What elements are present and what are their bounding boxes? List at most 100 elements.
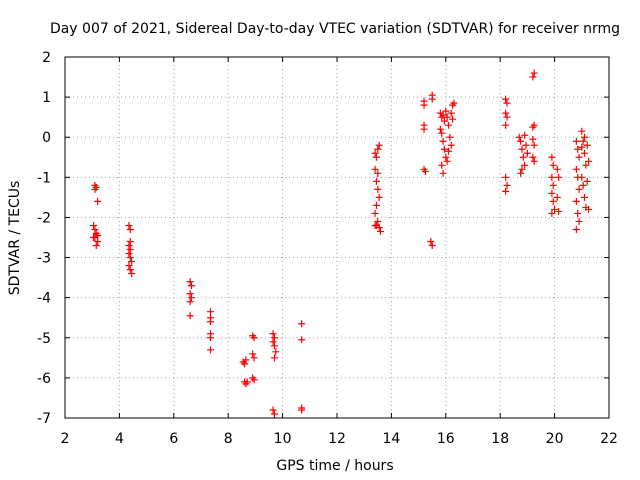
data-point [445, 121, 453, 129]
data-point [549, 161, 557, 169]
data-point [521, 161, 529, 169]
data-point [92, 242, 100, 250]
data-point [270, 342, 278, 350]
data-point [443, 157, 451, 165]
data-point [502, 173, 510, 181]
data-point [572, 137, 580, 145]
data-point [125, 221, 133, 229]
y-tick-label: 2 [42, 50, 51, 66]
data-point [502, 121, 510, 129]
data-point [523, 149, 531, 157]
data-point [94, 197, 102, 205]
data-point [530, 157, 538, 165]
data-point [90, 234, 98, 241]
data-point [572, 225, 580, 233]
data-point [518, 145, 526, 153]
data-point [529, 153, 537, 161]
data-point [445, 147, 453, 155]
chart-title: Day 007 of 2021, Sidereal Day-to-day VTE… [50, 21, 620, 37]
data-point [298, 336, 306, 344]
data-point [421, 167, 429, 175]
data-point [575, 217, 583, 225]
data-point [420, 97, 428, 105]
data-point [94, 231, 102, 239]
data-point [553, 165, 561, 173]
data-point [374, 185, 382, 193]
data-point [443, 113, 451, 121]
data-point [438, 161, 446, 169]
data-point [549, 197, 557, 205]
data-point [574, 209, 582, 217]
data-point [128, 270, 136, 278]
data-point [94, 238, 102, 246]
data-point [503, 113, 511, 121]
y-axis-tick-labels: 2 1 0 -1 -2 -3 -4 -5 -6 -7 [37, 50, 51, 427]
y-tick-label: 1 [42, 90, 51, 106]
data-point [579, 181, 587, 189]
data-point [581, 193, 589, 201]
data-point [371, 165, 379, 173]
data-point [374, 217, 382, 225]
y-tick-label: -5 [37, 331, 51, 347]
data-point [186, 312, 194, 320]
data-point [249, 350, 257, 358]
data-point [583, 177, 591, 185]
data-point [578, 127, 586, 135]
data-point [553, 193, 561, 201]
x-axis-label: GPS time / hours [276, 458, 393, 474]
data-point [578, 173, 586, 181]
y-tick-label: -1 [37, 170, 51, 186]
data-point [519, 153, 527, 161]
data-point [126, 246, 134, 254]
data-point [272, 348, 280, 356]
data-point [128, 258, 136, 266]
data-point [581, 149, 589, 157]
x-tick-label: 14 [382, 431, 400, 447]
data-point [518, 165, 526, 173]
x-tick-label: 16 [437, 431, 455, 447]
data-point [270, 334, 278, 342]
axis-ticks [64, 56, 610, 419]
data-point [583, 141, 591, 149]
data-point [92, 183, 100, 191]
data-point [372, 221, 380, 229]
data-point [207, 308, 215, 316]
data-point [447, 141, 455, 149]
data-point [572, 197, 580, 205]
data-point [270, 410, 278, 418]
data-point [582, 161, 590, 169]
x-tick-label: 10 [274, 431, 292, 447]
data-point [125, 262, 133, 270]
x-tick-label: 8 [224, 431, 233, 447]
data-point [517, 137, 525, 145]
data-point [515, 133, 523, 141]
data-point [438, 129, 446, 137]
x-axis-tick-labels: 2 4 6 8 10 12 14 16 18 20 22 [61, 431, 618, 447]
data-point [529, 135, 537, 143]
data-point [503, 181, 511, 189]
data-point [442, 153, 450, 161]
data-point [125, 250, 133, 258]
data-point [243, 378, 251, 386]
data-point [126, 238, 134, 246]
y-tick-label: -3 [37, 251, 51, 267]
data-point [374, 169, 382, 177]
data-point [450, 99, 458, 107]
data-point [548, 173, 556, 181]
x-tick-label: 6 [169, 431, 178, 447]
data-point [447, 109, 455, 117]
data-point [371, 209, 379, 217]
data-point [420, 125, 428, 133]
data-points [90, 69, 593, 418]
data-point [91, 225, 99, 233]
data-point [502, 109, 510, 117]
data-point [207, 346, 215, 354]
data-point [440, 117, 448, 125]
data-point [241, 360, 249, 368]
data-point [242, 356, 250, 364]
data-point [126, 254, 134, 262]
data-point [270, 354, 278, 362]
x-tick-label: 12 [328, 431, 346, 447]
data-point [269, 330, 277, 338]
grid [65, 57, 609, 418]
